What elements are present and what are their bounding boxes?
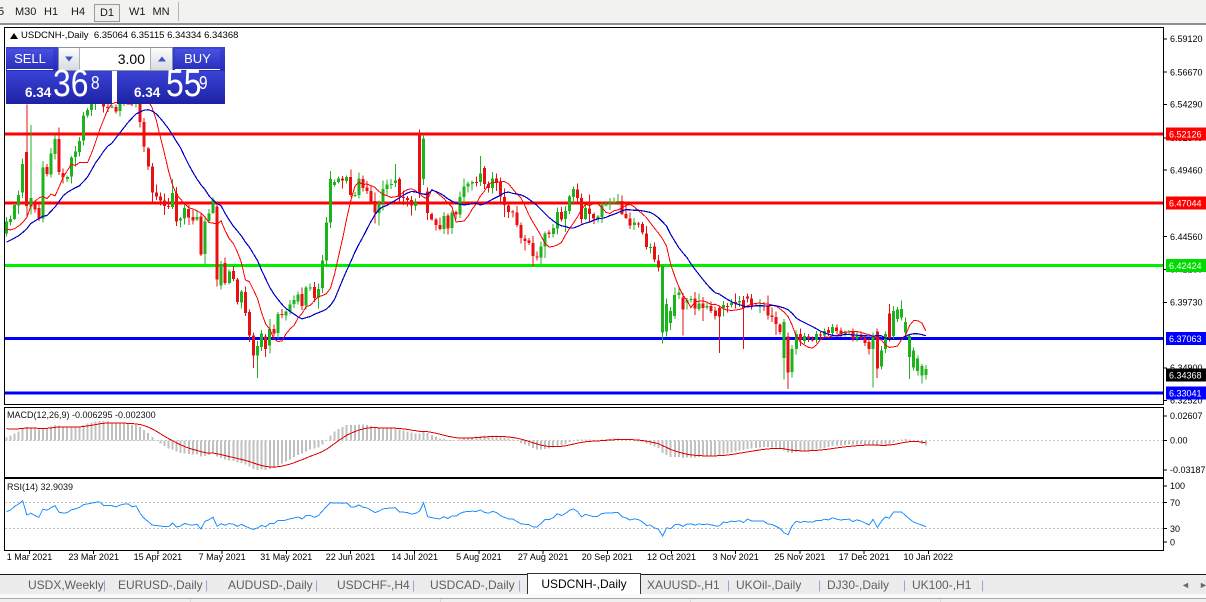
svg-text:6.56670: 6.56670 bbox=[1170, 67, 1203, 77]
svg-text:22 Jun 2021: 22 Jun 2021 bbox=[326, 552, 376, 562]
svg-text:6.44560: 6.44560 bbox=[1170, 232, 1203, 242]
svg-text:31 May 2021: 31 May 2021 bbox=[260, 552, 312, 562]
svg-text:6.47044: 6.47044 bbox=[1169, 198, 1202, 208]
svg-text:6.32520: 6.32520 bbox=[1170, 396, 1203, 406]
svg-text:5 Aug 2021: 5 Aug 2021 bbox=[456, 552, 502, 562]
svg-text:20 Sep 2021: 20 Sep 2021 bbox=[582, 552, 633, 562]
svg-text:23 Mar 2021: 23 Mar 2021 bbox=[68, 552, 119, 562]
svg-text:17 Dec 2021: 17 Dec 2021 bbox=[839, 552, 890, 562]
svg-text:6.54290: 6.54290 bbox=[1170, 100, 1203, 110]
svg-text:27 Aug 2021: 27 Aug 2021 bbox=[518, 552, 569, 562]
svg-text:70: 70 bbox=[1170, 498, 1180, 508]
svg-text:MACD(12,26,9) -0.006295 -0.002: MACD(12,26,9) -0.006295 -0.002300 bbox=[7, 410, 156, 420]
svg-text:6.34368: 6.34368 bbox=[1169, 371, 1202, 381]
svg-text:6.39730: 6.39730 bbox=[1170, 298, 1203, 308]
svg-text:6.42424: 6.42424 bbox=[1169, 261, 1202, 271]
svg-text:6.52126: 6.52126 bbox=[1169, 129, 1202, 139]
svg-text:7 May 2021: 7 May 2021 bbox=[199, 552, 246, 562]
svg-text:0.02607: 0.02607 bbox=[1170, 411, 1203, 421]
svg-text:10 Jan 2022: 10 Jan 2022 bbox=[904, 552, 954, 562]
svg-text:-0.03187: -0.03187 bbox=[1170, 465, 1206, 475]
svg-text:15 Apr 2021: 15 Apr 2021 bbox=[134, 552, 183, 562]
svg-text:6.59120: 6.59120 bbox=[1170, 34, 1203, 44]
svg-text:6.34900: 6.34900 bbox=[1170, 363, 1203, 373]
svg-text:0: 0 bbox=[1170, 537, 1175, 547]
svg-text:3 Nov 2021: 3 Nov 2021 bbox=[713, 552, 759, 562]
svg-text:6.33041: 6.33041 bbox=[1169, 389, 1202, 399]
svg-text:12 Oct 2021: 12 Oct 2021 bbox=[647, 552, 696, 562]
svg-text:6.37063: 6.37063 bbox=[1169, 334, 1202, 344]
svg-text:0.00: 0.00 bbox=[1170, 436, 1188, 446]
svg-text:6.49460: 6.49460 bbox=[1170, 165, 1203, 175]
svg-text:1 Mar 2021: 1 Mar 2021 bbox=[7, 552, 53, 562]
svg-text:30: 30 bbox=[1170, 524, 1180, 534]
svg-text:100: 100 bbox=[1170, 481, 1185, 491]
svg-text:14 Jul 2021: 14 Jul 2021 bbox=[391, 552, 438, 562]
svg-text:25 Nov 2021: 25 Nov 2021 bbox=[774, 552, 825, 562]
svg-text:RSI(14) 32.9039: RSI(14) 32.9039 bbox=[7, 482, 73, 492]
